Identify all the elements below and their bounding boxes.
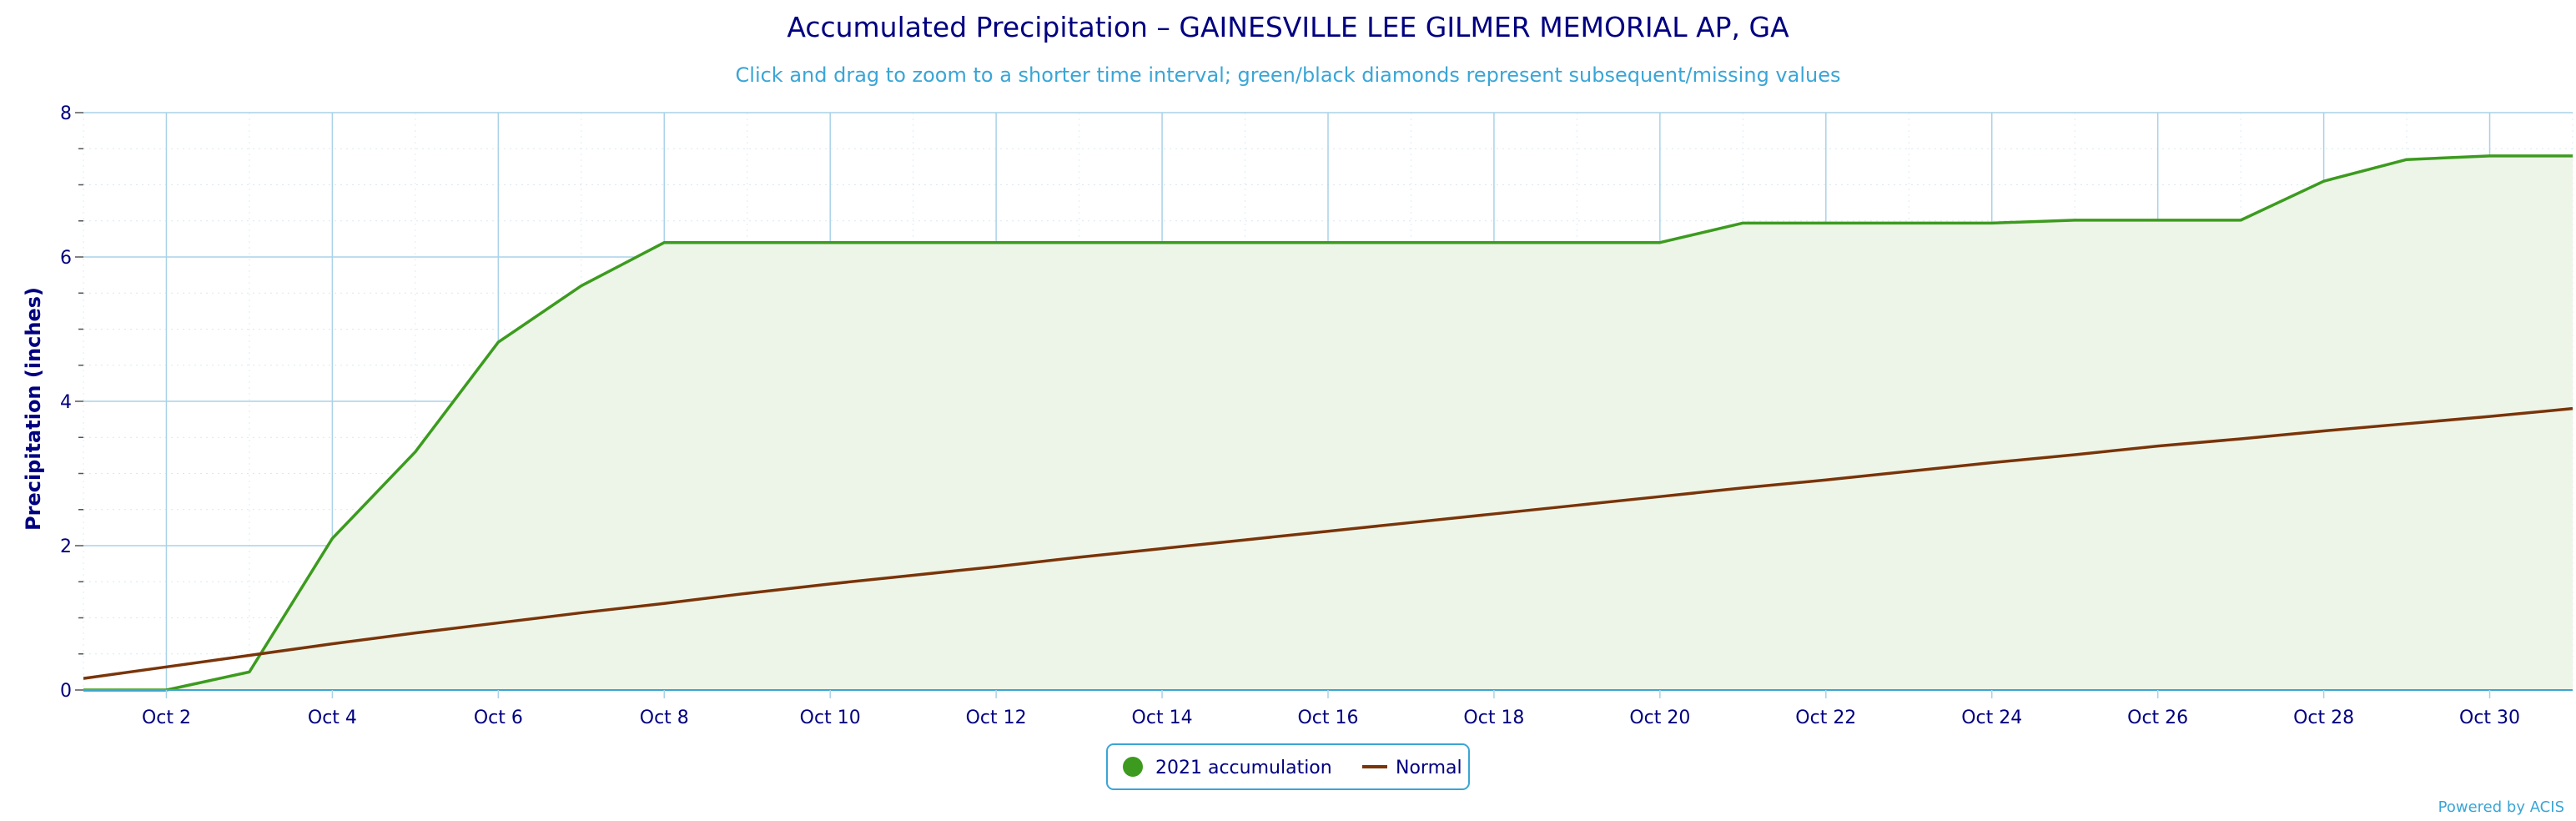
x-tick-label: Oct 20: [1629, 708, 1690, 728]
y-tick-labels: 0 2 4 6 8: [60, 103, 72, 702]
x-tick-label: Oct 8: [640, 708, 689, 728]
x-tick-label: Oct 14: [1132, 708, 1193, 728]
y-tick-label: 0: [60, 681, 72, 702]
x-tick-label: Oct 12: [966, 708, 1027, 728]
legend-item-accumulation[interactable]: 2021 accumulation: [1123, 757, 1332, 778]
x-tick-label: Oct 26: [2127, 708, 2188, 728]
area-layer: [83, 155, 2573, 690]
accumulation-line[interactable]: [83, 154, 2573, 692]
x-tick-label: Oct 4: [308, 708, 357, 728]
x-tick-label: Oct 28: [2293, 708, 2354, 728]
y-axis-label: Precipitation (inches): [22, 287, 45, 531]
x-tick-labels: Oct 2 Oct 4 Oct 6 Oct 8 Oct 10 Oct 12 Oct 14 Oc…: [142, 708, 2520, 728]
chart-subtitle: Click and drag to zoom to a shorter time…: [736, 63, 1841, 87]
legend-marker-accumulation: [1123, 757, 1143, 777]
chart-title: Accumulated Precipitation – GAINESVILLE …: [787, 11, 1789, 43]
line-layer: [83, 154, 2573, 692]
normal-line[interactable]: [83, 406, 2573, 680]
legend-item-normal[interactable]: Normal: [1362, 758, 1462, 778]
axes: [75, 112, 2573, 698]
x-tick-label: Oct 16: [1297, 708, 1358, 728]
x-tick-label: Oct 18: [1463, 708, 1524, 728]
legend-box: [1106, 743, 1470, 790]
legend-label-normal: Normal: [1396, 758, 1462, 778]
x-tick-label: Oct 22: [1795, 708, 1856, 728]
y-tick-label: 2: [60, 536, 72, 557]
credit-link[interactable]: Powered by ACIS: [2438, 798, 2564, 816]
x-tick-label: Oct 6: [474, 708, 523, 728]
accumulation-area: [83, 155, 2573, 690]
legend: 2021 accumulation Normal: [1106, 743, 1470, 790]
legend-label-accumulation: 2021 accumulation: [1155, 758, 1332, 778]
y-tick-label: 4: [60, 392, 72, 413]
x-tick-label: Oct 24: [1961, 708, 2022, 728]
x-tick-label: Oct 30: [2459, 708, 2520, 728]
x-tick-label: Oct 2: [142, 708, 191, 728]
y-tick-label: 6: [60, 248, 72, 269]
x-tick-label: Oct 10: [800, 708, 861, 728]
y-tick-label: 8: [60, 103, 72, 124]
